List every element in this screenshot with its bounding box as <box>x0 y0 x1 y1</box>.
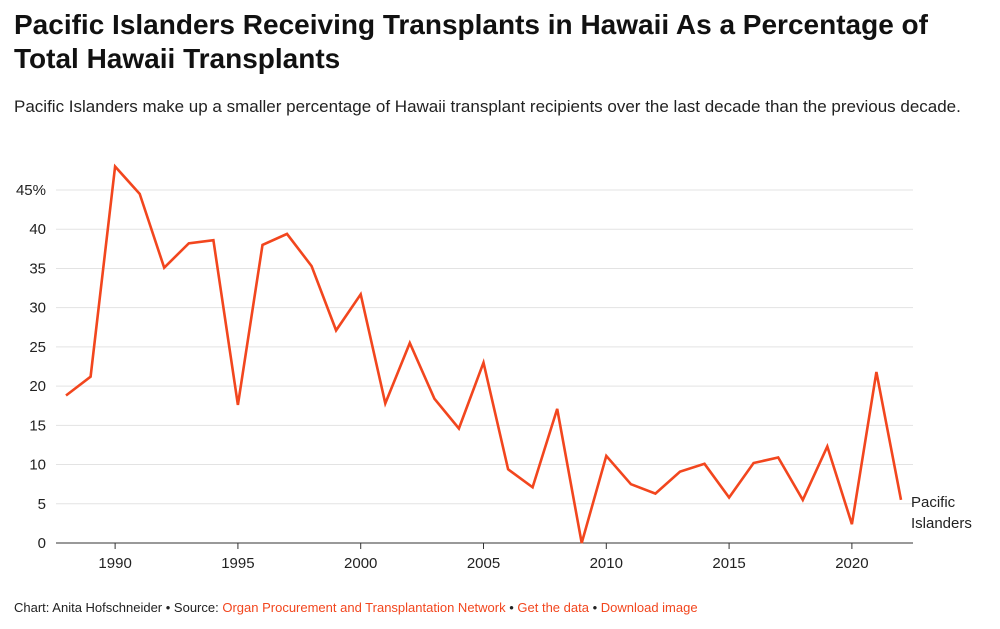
author-credit: Chart: Anita Hofschneider <box>14 600 163 615</box>
footer-separator: • <box>588 600 601 615</box>
footer-separator: • <box>162 600 174 615</box>
series-line-pacific-islanders <box>65 163 903 544</box>
download-image-link[interactable]: Download image <box>600 600 698 615</box>
chart-footer: Chart: Anita Hofschneider • Source: Orga… <box>14 600 698 615</box>
series-label: Pacific <box>911 494 956 511</box>
y-axis-ticks: 0 5 10 15 20 25 30 35 40 45% <box>16 182 46 552</box>
x-tick-label: 2015 <box>712 555 745 572</box>
y-tick-label: 40 <box>29 221 46 238</box>
y-tick-label: 20 <box>29 378 46 395</box>
x-tick-label: 1990 <box>98 555 131 572</box>
x-tick-label: 2000 <box>344 555 377 572</box>
x-tick-label: 2010 <box>590 555 623 572</box>
x-axis-ticks: 1990 1995 2000 2005 2010 2015 2020 <box>98 543 869 572</box>
footer-separator: • <box>505 600 518 615</box>
source-prefix: Source: <box>173 600 223 615</box>
y-tick-label: 0 <box>38 535 46 552</box>
chart-subtitle: Pacific Islanders make up a smaller perc… <box>14 97 961 116</box>
x-tick-label: 2020 <box>835 555 868 572</box>
chart-title: Pacific Islanders Receiving Transplants … <box>14 9 928 74</box>
y-tick-label: 35 <box>29 260 46 277</box>
y-tick-label: 15 <box>29 417 46 434</box>
y-tick-label: 5 <box>38 496 46 513</box>
y-tick-label: 10 <box>29 457 46 474</box>
line-chart: 0 5 10 15 20 25 30 35 40 45% 1990 1995 2000 2005 2010… <box>16 163 972 572</box>
get-data-link[interactable]: Get the data <box>517 600 589 615</box>
x-tick-label: 2005 <box>467 555 500 572</box>
y-tick-label: 45% <box>16 182 46 199</box>
series-label-group: Pacific Islanders <box>911 494 972 532</box>
x-tick-label: 1995 <box>221 555 254 572</box>
series-label: Islanders <box>911 515 972 532</box>
y-tick-label: 30 <box>29 300 46 317</box>
source-link[interactable]: Organ Procurement and Transplantation Ne… <box>222 600 506 615</box>
series-layer <box>65 163 903 544</box>
gridlines <box>56 189 913 544</box>
y-tick-label: 25 <box>29 339 46 356</box>
